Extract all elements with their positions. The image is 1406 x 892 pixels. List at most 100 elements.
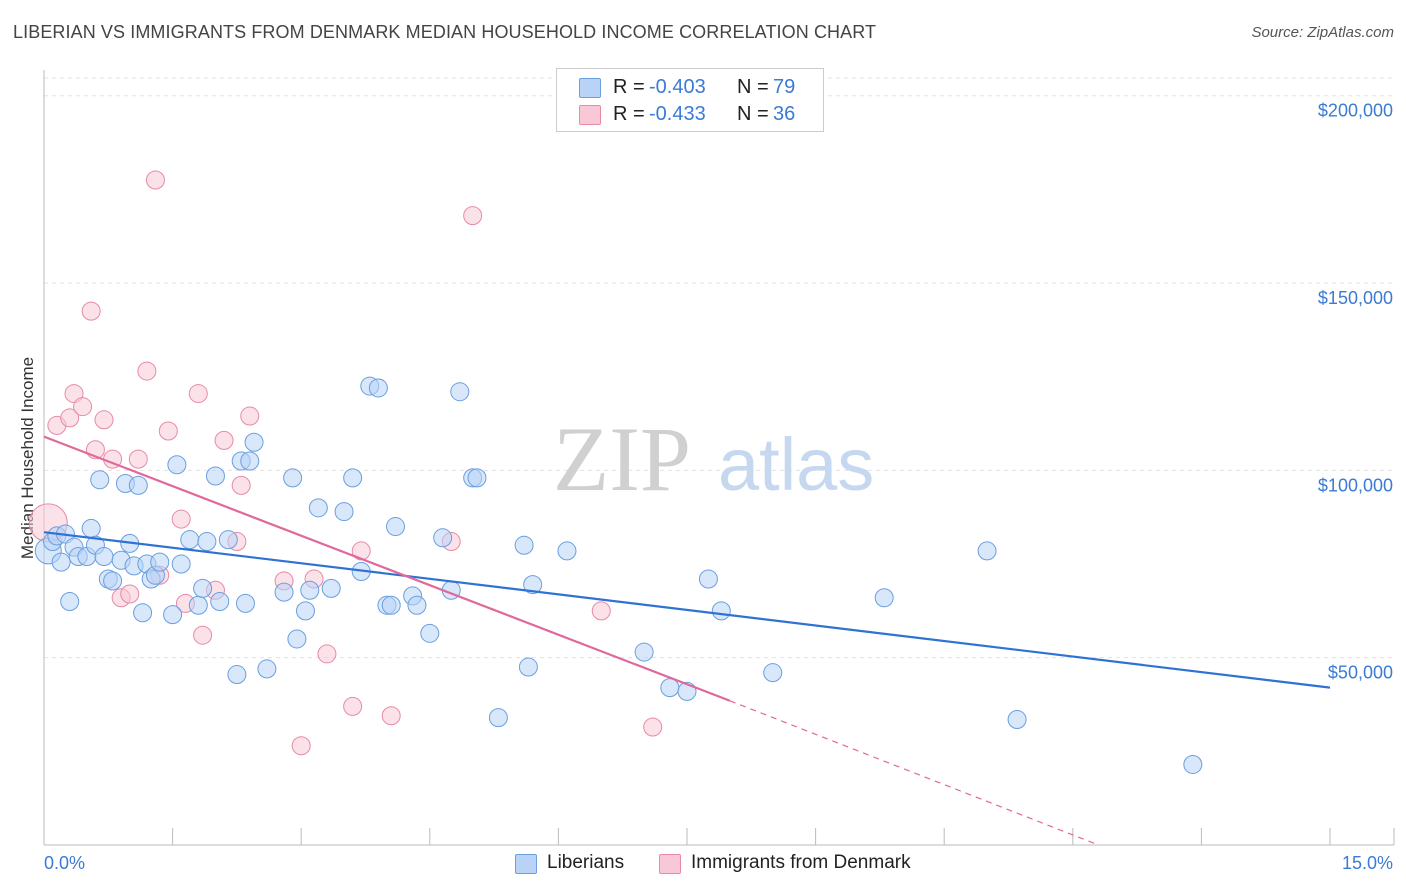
chart-source: Source: ZipAtlas.com [1251, 24, 1394, 41]
denmark-point [128, 449, 148, 469]
series-liberians-points [34, 376, 1203, 774]
legend-swatch-blue [579, 78, 601, 98]
denmark-point [188, 384, 208, 404]
denmark-point [81, 301, 101, 321]
legend-r-value: -0.403 [649, 76, 706, 98]
liberian-point [210, 591, 230, 611]
liberian-point [763, 663, 783, 683]
liberian-point [240, 451, 260, 471]
liberian-point [420, 623, 440, 643]
liberian-point [874, 588, 894, 608]
legend-n-value: 36 [773, 103, 796, 125]
liberian-point [180, 530, 200, 550]
denmark-point [343, 696, 363, 716]
liberian-point [1183, 754, 1203, 774]
liberian-point [514, 535, 534, 555]
liberian-point [300, 580, 320, 600]
denmark-point [73, 397, 93, 417]
liberian-point [257, 659, 277, 679]
bottom-legend-label: Liberians [547, 852, 625, 873]
trend-line-denmark-extension [729, 700, 1099, 846]
y-tick-label: $50,000 [1328, 663, 1393, 683]
liberian-point [51, 552, 71, 572]
liberian-point [128, 475, 148, 495]
y-tick-label: $100,000 [1318, 475, 1393, 495]
denmark-point [120, 584, 140, 604]
legend-r-value: -0.433 [649, 103, 706, 125]
liberian-point [218, 530, 238, 550]
liberian-point [295, 601, 315, 621]
liberian-point [103, 571, 123, 591]
liberian-point [171, 554, 191, 574]
x-tick-label: 15.0% [1342, 853, 1393, 873]
denmark-point [145, 170, 165, 190]
liberian-point [94, 547, 114, 567]
x-tick-label: 0.0% [44, 853, 85, 873]
axes [43, 70, 1395, 846]
watermark: ZIP atlas [553, 408, 874, 510]
liberian-point [244, 432, 264, 452]
watermark-zip: ZIP [553, 408, 691, 510]
grid-lines [44, 77, 1394, 659]
liberian-point [133, 603, 153, 623]
liberian-point [523, 575, 543, 595]
liberian-point [274, 582, 294, 602]
liberian-point [368, 378, 388, 398]
liberian-point [321, 578, 341, 598]
liberian-point [634, 642, 654, 662]
denmark-point [463, 206, 483, 226]
liberian-point [407, 595, 427, 615]
denmark-point [317, 644, 337, 664]
y-axis-title: Median Household Income [18, 357, 37, 559]
denmark-point [231, 475, 251, 495]
y-tick-label: $150,000 [1318, 288, 1393, 308]
denmark-point [643, 717, 663, 737]
denmark-point [291, 736, 311, 756]
denmark-point [137, 361, 157, 381]
trend-line-liberians [43, 531, 1331, 689]
liberian-point [163, 605, 183, 625]
legend-n-value: 79 [773, 76, 796, 98]
legend-n-label: N = [737, 103, 769, 125]
liberian-point [698, 569, 718, 589]
denmark-point [171, 509, 191, 529]
liberian-point [197, 532, 217, 552]
watermark-atlas: atlas [718, 423, 874, 506]
liberian-point [235, 593, 255, 613]
liberian-point [977, 541, 997, 561]
liberian-point [193, 578, 213, 598]
denmark-point [94, 410, 114, 430]
liberian-point [433, 528, 453, 548]
liberian-point [205, 466, 225, 486]
denmark-point [591, 601, 611, 621]
liberian-point [283, 468, 303, 488]
liberian-point [227, 665, 247, 685]
liberian-point [90, 470, 110, 490]
liberian-point [660, 678, 680, 698]
legend-r-label: R = [613, 103, 645, 125]
liberian-point [467, 468, 487, 488]
series-denmark-points [28, 170, 663, 756]
liberian-point [287, 629, 307, 649]
liberian-point [386, 517, 406, 537]
denmark-point [381, 706, 401, 726]
denmark-point [60, 408, 80, 428]
y-tick-labels: $50,000 $100,000 $150,000 $200,000 [1318, 101, 1393, 683]
liberian-point [60, 591, 80, 611]
liberian-point [711, 601, 731, 621]
y-tick-label: $200,000 [1318, 101, 1393, 121]
bottom-legend-swatch-blue [515, 854, 537, 874]
liberian-point [488, 708, 508, 728]
denmark-point [193, 625, 213, 645]
denmark-point [64, 384, 84, 404]
liberian-point [81, 518, 101, 538]
trend-lines [43, 435, 1331, 846]
denmark-point [158, 421, 178, 441]
liberian-point [343, 468, 363, 488]
bottom-legend-swatch-pink [659, 854, 681, 874]
liberian-point [381, 595, 401, 615]
liberian-point [334, 502, 354, 522]
x-tick-labels: 0.0% 15.0% [44, 853, 1393, 873]
liberian-point [188, 595, 208, 615]
